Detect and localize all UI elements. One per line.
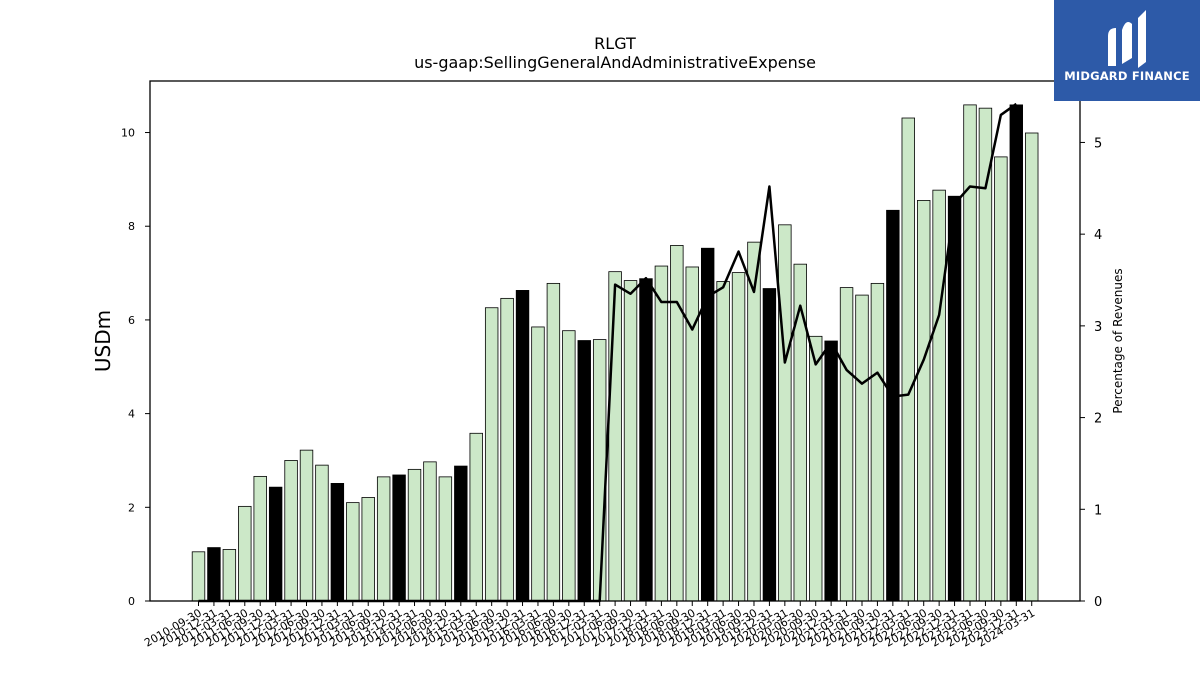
bar bbox=[423, 461, 437, 602]
y-tick-label: 2 bbox=[128, 501, 135, 514]
bar bbox=[253, 475, 267, 602]
bar bbox=[762, 288, 777, 602]
y2-tick-label: 2 bbox=[1094, 412, 1102, 427]
bar bbox=[284, 460, 298, 602]
bar bbox=[562, 330, 576, 602]
y-tick-label: 10 bbox=[121, 127, 135, 140]
bar bbox=[484, 307, 499, 602]
bar bbox=[299, 449, 314, 602]
bar bbox=[207, 547, 221, 602]
bar bbox=[901, 117, 915, 602]
bar bbox=[654, 265, 669, 602]
bar bbox=[330, 483, 345, 602]
bar bbox=[361, 497, 375, 602]
bar bbox=[778, 224, 792, 602]
bar bbox=[577, 340, 591, 602]
bar bbox=[546, 282, 561, 602]
bar bbox=[685, 266, 699, 602]
bar bbox=[639, 278, 653, 602]
bar bbox=[670, 245, 684, 602]
bar bbox=[191, 551, 206, 602]
bar bbox=[839, 287, 854, 602]
bar bbox=[515, 290, 530, 602]
y2-tick-label: 3 bbox=[1094, 320, 1102, 335]
y-tick-label: 6 bbox=[128, 314, 135, 327]
y2-tick-label: 0 bbox=[1094, 595, 1102, 610]
bar bbox=[623, 280, 638, 602]
bar bbox=[315, 464, 329, 602]
bar bbox=[376, 476, 391, 602]
bar bbox=[469, 432, 483, 602]
logo-mark-icon bbox=[1108, 10, 1146, 68]
bar bbox=[531, 326, 545, 602]
bar bbox=[809, 335, 823, 602]
bar bbox=[454, 465, 468, 602]
bar bbox=[238, 505, 252, 602]
bar bbox=[346, 502, 360, 602]
bar bbox=[608, 271, 622, 602]
y-tick-label: 4 bbox=[128, 408, 135, 421]
bar bbox=[268, 486, 283, 602]
y-axis-left: 0 2 4 6 8 10 bbox=[121, 127, 150, 608]
bar bbox=[700, 247, 715, 602]
bar bbox=[731, 272, 746, 602]
bar bbox=[932, 189, 946, 602]
bars-group bbox=[191, 104, 1039, 602]
bar bbox=[407, 468, 422, 602]
x-axis: 2010-09-302010-12-312011-03-312011-06-30… bbox=[142, 601, 1037, 650]
bar bbox=[716, 281, 730, 602]
bar bbox=[222, 549, 237, 602]
y-tick-label: 8 bbox=[128, 220, 135, 233]
bar bbox=[1025, 132, 1039, 602]
bar bbox=[747, 241, 761, 602]
bar bbox=[963, 104, 977, 602]
chart-title: RLGT bbox=[594, 34, 636, 53]
bar bbox=[947, 195, 962, 602]
chart-subtitle: us-gaap:SellingGeneralAndAdministrativeE… bbox=[414, 53, 816, 72]
bar bbox=[438, 476, 453, 602]
bar bbox=[855, 294, 869, 602]
bar bbox=[917, 200, 931, 602]
y2-axis-title: Percentage of Revenues bbox=[1111, 268, 1125, 413]
y2-tick-label: 4 bbox=[1094, 228, 1102, 243]
y-tick-label: 0 bbox=[128, 595, 135, 608]
bar bbox=[592, 339, 607, 602]
y-axis-right: 0 1 2 3 4 5 bbox=[1080, 136, 1102, 610]
logo-text: MIDGARD FINANCE bbox=[1064, 69, 1190, 83]
bar bbox=[978, 107, 993, 602]
y-axis-title: USDm bbox=[91, 310, 115, 372]
bar bbox=[870, 282, 885, 602]
y2-tick-label: 5 bbox=[1094, 136, 1102, 151]
bar bbox=[793, 263, 807, 602]
y2-tick-label: 1 bbox=[1094, 503, 1102, 518]
bar bbox=[392, 474, 406, 602]
bar bbox=[824, 340, 838, 602]
bar bbox=[886, 209, 900, 602]
bar bbox=[994, 156, 1008, 602]
bar bbox=[500, 297, 514, 602]
brand-logo: MIDGARD FINANCE bbox=[1054, 0, 1200, 101]
bar bbox=[1009, 104, 1023, 602]
